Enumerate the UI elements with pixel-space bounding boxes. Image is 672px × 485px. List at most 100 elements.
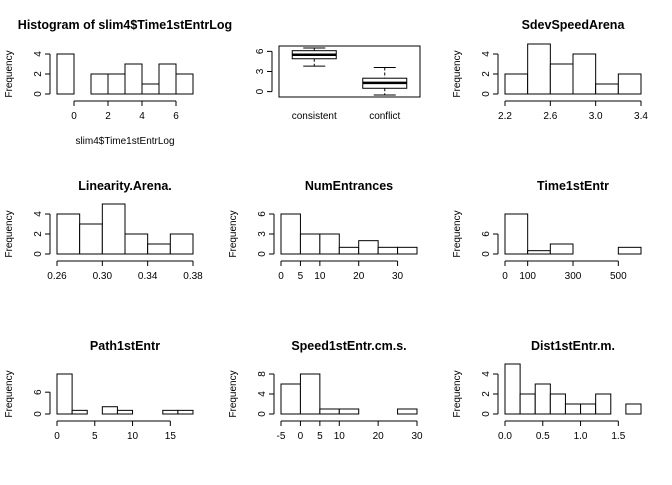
histogram-bar	[124, 233, 149, 255]
y-axis: 0 2 4	[481, 371, 499, 417]
y-tick-label: 0	[33, 91, 44, 97]
chart-title: Speed1stEntr.cm.s.	[291, 339, 406, 353]
x-tick-label: 0.38	[183, 271, 203, 282]
x-tick-label: 6	[173, 111, 179, 122]
chart-panel-2: consistent conflict 0 3 6	[255, 45, 421, 122]
boxplot-2: conflict	[362, 66, 408, 122]
x-tick-label: 1.0	[574, 431, 588, 442]
histogram-bar	[527, 43, 551, 95]
x-axis: 0.26 0.30 0.34 0.38	[47, 260, 203, 282]
chart-title: SdevSpeedArena	[522, 18, 626, 32]
y-tick-label: 2	[481, 71, 492, 77]
x-tick-label: 0	[502, 271, 508, 282]
chart-panel-8: Speed1stEntr.cm.s. -5 0 5 10 20 30 0 4 8 Frequency	[228, 339, 423, 442]
histogram-bar	[56, 213, 81, 255]
chart-panel-3: SdevSpeedArena 2.2 2.6 3.0 3.4 0 2 4 Frequency	[452, 18, 648, 122]
y-axis: 0 2 4	[33, 211, 51, 257]
histogram-bar	[580, 403, 597, 415]
x-tick-label: 15	[165, 431, 177, 442]
histogram-bar	[177, 409, 194, 415]
histogram-bar	[397, 408, 418, 415]
x-tick-label: 10	[314, 271, 326, 282]
y-tick-label: 4	[257, 391, 268, 397]
histogram-bar	[101, 203, 126, 255]
y-axis-label: Frequency	[452, 210, 463, 257]
x-axis: 0 2 4 6	[71, 100, 179, 122]
y-tick-label: 4	[33, 211, 44, 217]
y-tick-label: 0	[33, 251, 44, 257]
x-axis-label: slim4$Time1stEntrLog	[75, 136, 174, 147]
x-tick-label: 0	[278, 271, 284, 282]
histogram-bar	[617, 73, 642, 95]
x-tick-label: 5	[317, 431, 323, 442]
chart-title: Path1stEntr	[90, 339, 160, 353]
y-tick-label: 2	[481, 391, 492, 397]
histogram-bar	[377, 246, 399, 255]
y-tick-label: 4	[481, 371, 492, 377]
y-axis: 0 3 6	[255, 48, 273, 94]
x-tick-label: -5	[277, 431, 286, 442]
histogram-bar	[169, 233, 194, 255]
category-label: consistent	[292, 111, 337, 122]
y-tick-label: 2	[33, 71, 44, 77]
histogram-bar	[549, 243, 574, 255]
y-tick-label: 6	[255, 48, 266, 54]
x-tick-label: 3.0	[589, 111, 603, 122]
y-axis: 0 4 8	[257, 371, 275, 417]
histogram-bar	[338, 246, 360, 255]
x-tick-label: 1.5	[611, 431, 625, 442]
y-axis-label: Frequency	[4, 50, 15, 97]
x-tick-label: 0.5	[536, 431, 550, 442]
y-tick-label: 2	[33, 231, 44, 237]
plot-frame	[278, 45, 421, 98]
histogram-bar	[299, 373, 321, 415]
chart-panel-9: Dist1stEntr.m. 0.0 0.5 1.0 1.5 0 2 4 Frequency	[452, 339, 642, 442]
histogram-bar	[101, 406, 118, 415]
histogram-bar	[319, 233, 340, 255]
histogram-bar	[549, 63, 574, 95]
x-tick-label: 5	[92, 431, 98, 442]
x-tick-label: 5	[298, 271, 304, 282]
y-tick-label: 4	[33, 51, 44, 57]
y-tick-label: 0	[481, 251, 492, 257]
histogram-bar	[107, 73, 126, 95]
y-axis: 0 2 4	[481, 51, 499, 97]
y-tick-label: 8	[257, 371, 268, 377]
histogram-bar	[338, 408, 360, 415]
histogram-bar	[280, 383, 301, 415]
x-tick-label: 3.4	[634, 111, 648, 122]
y-tick-label: 0	[481, 91, 492, 97]
y-tick-label: 6	[481, 231, 492, 237]
x-tick-label: 0.34	[138, 271, 158, 282]
y-axis: 06	[33, 389, 51, 417]
x-tick-label: 2	[105, 111, 111, 122]
y-tick-label: 0	[33, 411, 44, 417]
histogram-bar	[162, 409, 179, 415]
histogram-bar	[358, 240, 379, 255]
y-axis-label: Frequency	[228, 210, 239, 257]
x-tick-label: 4	[139, 111, 145, 122]
category-label: conflict	[369, 111, 400, 122]
x-tick-label: 500	[610, 271, 627, 282]
boxplot-1: consistent	[292, 47, 337, 122]
histogram-bar	[595, 393, 612, 415]
x-tick-label: 300	[565, 271, 582, 282]
histogram-bar	[625, 403, 642, 415]
chart-title: Histogram of slim4$Time1stEntrLog	[18, 18, 232, 32]
x-tick-label: 0	[298, 431, 304, 442]
histogram-bar	[319, 408, 340, 415]
y-axis-label: Frequency	[4, 210, 15, 257]
histogram-bar	[564, 403, 582, 415]
histogram-bar	[504, 213, 529, 255]
histogram-bar	[299, 233, 321, 255]
y-tick-label: 4	[481, 51, 492, 57]
histogram-bar	[527, 250, 551, 255]
histogram-bar	[519, 393, 536, 415]
histogram-bar	[175, 73, 194, 95]
x-tick-label: 2.6	[543, 111, 557, 122]
x-axis: 0 5 10 20 30	[278, 260, 404, 282]
histogram-bar	[90, 73, 109, 95]
y-tick-label: 0	[255, 88, 266, 94]
